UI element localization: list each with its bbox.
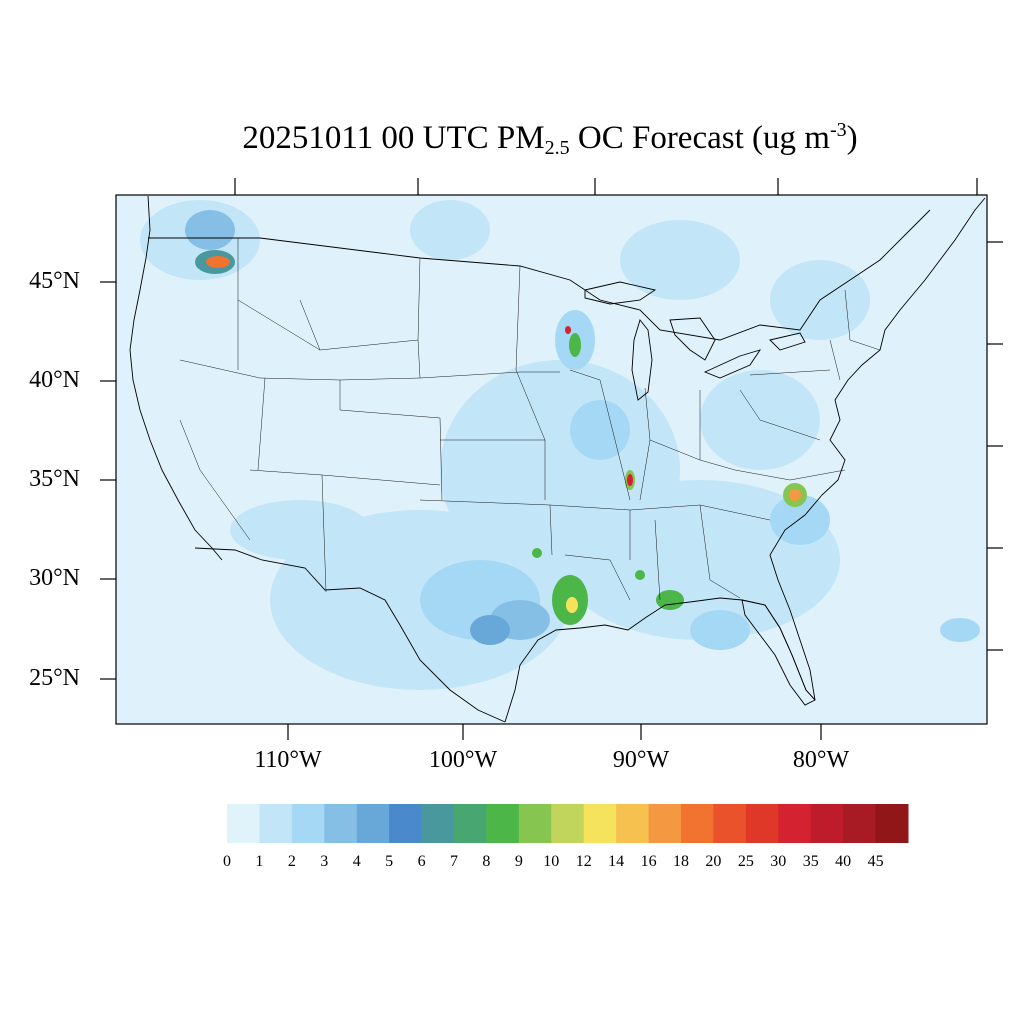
colorbar-label: 4 [352,853,361,870]
map-title: 20251011 00 UTC PM2.5 OC Forecast (ug m-… [0,119,1024,159]
colorbar-swatch [551,804,585,843]
map-frame [115,194,988,725]
colorbar-swatch [713,804,747,843]
lake-michigan [631,319,653,401]
lat-label-40: 40°N [29,367,80,393]
colorbar-swatch [454,804,487,843]
concentration-patch [627,474,633,486]
colorbar-swatch [583,804,617,843]
concentration-patch [570,400,630,460]
colorbar-swatch [259,804,293,843]
florida [741,599,816,706]
colorbar-label: 18 [673,853,689,870]
colorbar-swatch [486,804,520,843]
colorbar-label: 45 [867,853,884,870]
colorbar-swatch [389,804,423,843]
title-species: OC Forecast [577,120,744,156]
colorbar-label: 2 [287,853,296,870]
colorbar-label: 5 [385,853,394,870]
colorbar-label: 8 [482,853,491,870]
colorbar-label: 6 [417,853,426,870]
colorbar-swatch [681,804,714,843]
colorbar [227,804,909,843]
colorbar-swatch [843,804,877,843]
lat-label-30: 30°N [29,565,80,591]
colorbar-swatch [227,804,260,843]
title-time: 00 UTC [381,120,489,156]
lat-label-25: 25°N [29,665,80,691]
colorbar-label: 9 [514,853,523,870]
colorbar-label: 25 [737,853,754,870]
colorbar-swatch [356,804,390,843]
lon-label-90: 90°W [612,747,670,773]
concentration-patch [470,615,510,645]
concentration-patch [185,210,235,250]
colorbar-label: 14 [608,853,625,870]
colorbar-label: 30 [770,853,787,870]
colorbar-swatch [745,804,779,843]
atlantic-coast [769,197,986,701]
colorbar-swatch [291,804,325,843]
lon-label-110: 110°W [254,747,322,773]
colorbar-label: 35 [802,853,819,870]
title-date: 20251011 [242,120,374,156]
colorbar-label: 3 [320,853,329,870]
colorbar-label: 10 [543,853,560,870]
title-pm-subscript: 2.5 [544,137,570,159]
lake-huron [669,317,716,361]
concentration-patch [206,256,230,268]
colorbar-swatch [875,804,909,843]
lake-erie [703,349,762,379]
colorbar-swatch [810,804,844,843]
colorbar-label: 1 [255,853,264,870]
concentration-patch [635,570,645,580]
map-ticks [100,178,1003,740]
title-units-superscript: -3 [829,119,847,141]
colorbar-label: 0 [223,853,231,870]
concentration-patch [620,220,740,300]
concentration-patch [410,200,490,260]
colorbar-swatch [324,804,358,843]
concentration-patch [770,495,830,545]
concentration-patch [940,618,980,642]
colorbar-label: 16 [640,853,657,870]
concentration-patch [569,333,581,357]
lat-label-45: 45°N [29,268,80,294]
lon-label-80: 80°W [792,747,850,773]
lake-ontario [769,332,806,351]
colorbar-label: 40 [835,853,852,870]
lat-label-35: 35°N [29,466,80,492]
concentration-patch [656,590,684,610]
concentration-patch [566,597,578,613]
title-pm: PM [496,120,545,156]
colorbar-label: 20 [705,853,722,870]
lake-superior [584,281,657,305]
colorbar-swatch [421,804,455,843]
colorbar-swatch [616,804,650,843]
coastline-west [129,195,223,561]
title-units: (ug m-3) [752,119,858,156]
concentration-patch [565,326,571,334]
concentration-patch [789,489,801,501]
colorbar-swatch [518,804,552,843]
concentration-patch [690,610,750,650]
colorbar-label: 12 [575,853,592,870]
colorbar-swatch [778,804,812,843]
concentration-patch [532,548,542,558]
colorbar-label: 7 [450,853,458,870]
canada-border [148,209,931,341]
state-boundaries [179,238,881,601]
concentration-patch [230,500,370,560]
colorbar-swatch [648,804,682,843]
us-mexico-border [194,547,506,723]
geographic-boundaries [129,195,986,723]
lon-label-100: 100°W [428,747,498,773]
